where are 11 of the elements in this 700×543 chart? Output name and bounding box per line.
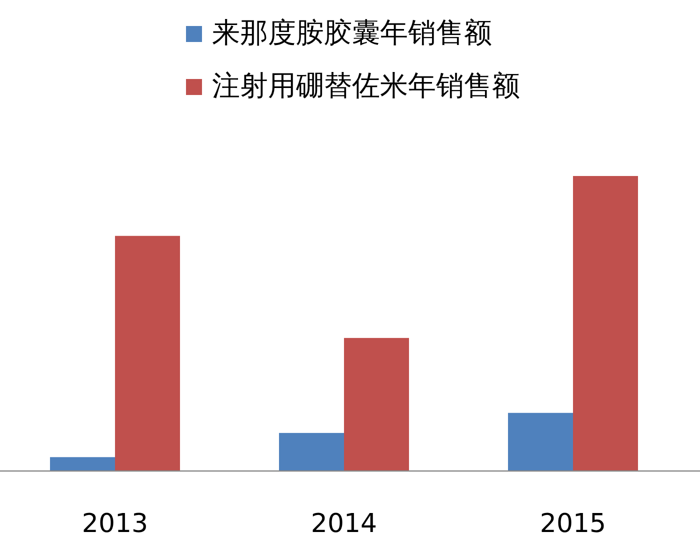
legend-label: 来那度胺胶囊年销售额 xyxy=(212,16,492,49)
x-tick-label: 2013 xyxy=(82,509,148,539)
bar xyxy=(344,338,409,471)
bar xyxy=(115,236,180,471)
x-tick-label: 2014 xyxy=(310,509,378,539)
x-tick-label: 2015 xyxy=(540,509,606,539)
bar xyxy=(508,412,573,471)
bar xyxy=(50,457,115,471)
legend-label: 注射用硼替佐米年销售额 xyxy=(212,69,520,102)
bar xyxy=(279,432,344,471)
bar xyxy=(573,176,638,471)
